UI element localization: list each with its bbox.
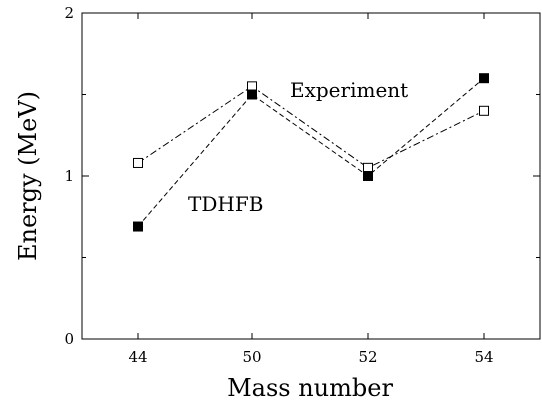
series-lines	[137, 77, 485, 227]
marker-tdhfb-44	[133, 221, 143, 232]
marker-tdhfb-52	[363, 171, 373, 181]
marker-experiment-54	[479, 105, 489, 116]
y-axis-title: Energy (MeV)	[14, 91, 42, 261]
marker-experiment-44	[133, 157, 143, 168]
x-tick-label: 44	[128, 348, 147, 366]
series-label-tdhfb: TDHFB	[188, 192, 263, 216]
marker-tdhfb-50	[247, 89, 257, 100]
plot-frame	[81, 12, 541, 340]
marker-tdhfb-54	[479, 73, 489, 84]
x-tick-label: 54	[474, 348, 493, 366]
y-tick-label: 0	[64, 330, 74, 348]
y-tick-label: 2	[64, 4, 74, 22]
ticks	[82, 12, 540, 340]
x-axis-title: Mass number	[227, 374, 393, 402]
y-tick-label: 1	[64, 167, 74, 185]
x-tick-label: 50	[242, 348, 261, 366]
series-label-experiment: Experiment	[290, 78, 408, 102]
x-tick-label: 52	[358, 348, 377, 366]
markers	[133, 73, 489, 232]
series-line-tdhfb	[137, 77, 485, 227]
